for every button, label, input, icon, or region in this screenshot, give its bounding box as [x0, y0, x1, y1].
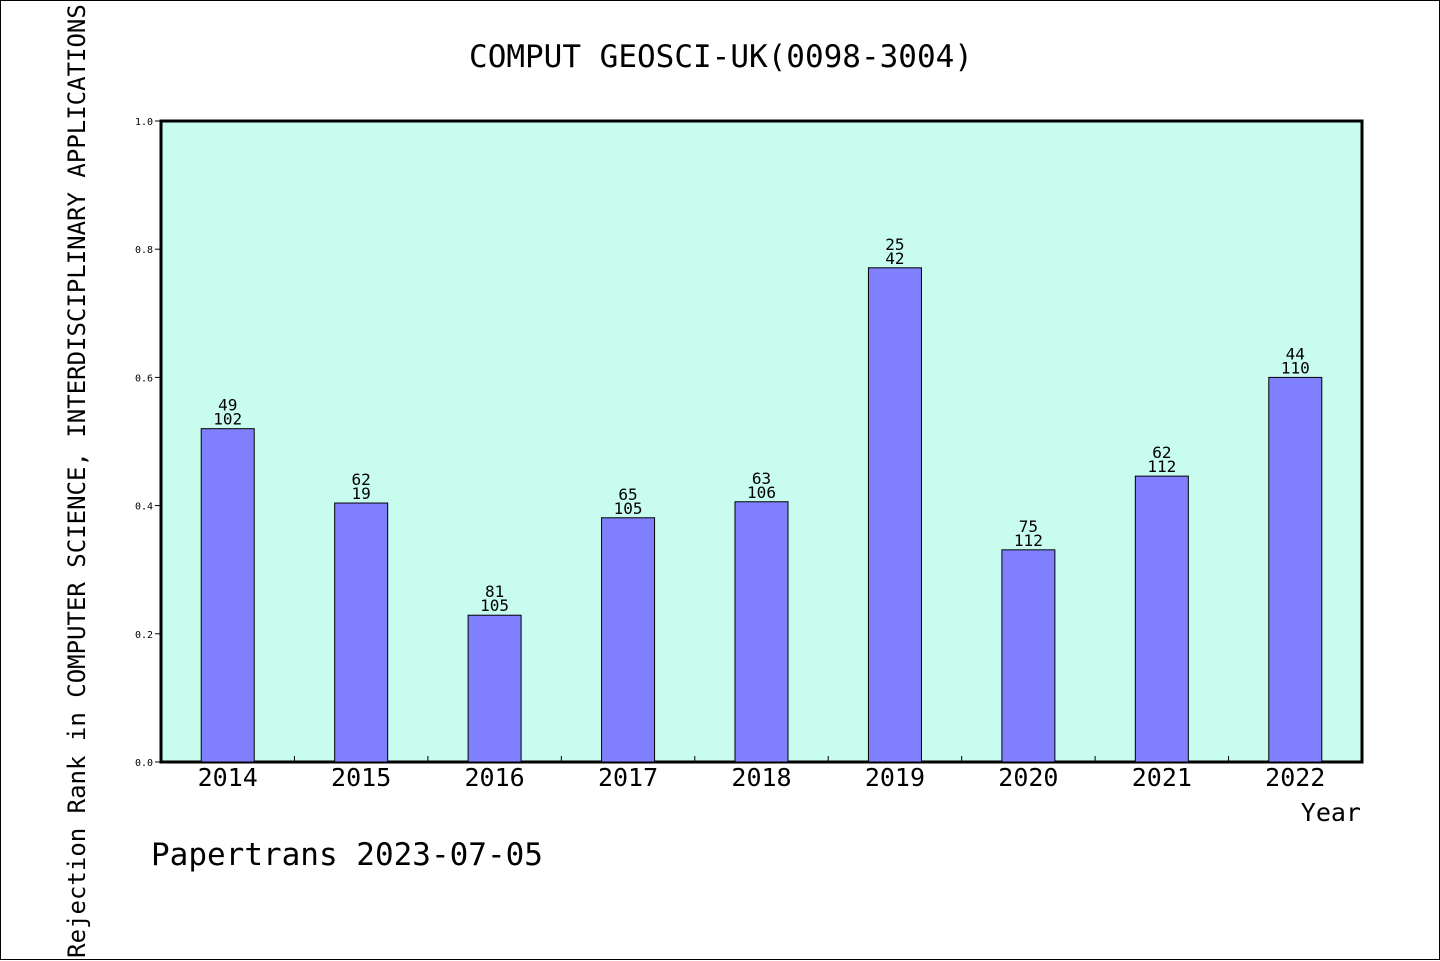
bar-label-top: 75 — [1019, 517, 1038, 536]
bar-label-bottom: 105 — [614, 499, 643, 518]
x-axis-ticks: 2014 2015 2016 2017 2018 2019 2020 2021 2022 — [198, 756, 1325, 792]
bar-label-top: 81 — [485, 582, 504, 601]
chart-title: COMPUT GEOSCI-UK(0098-3004) — [469, 39, 973, 75]
bar-2020 — [1001, 549, 1056, 763]
x-tick-label: 2019 — [865, 763, 925, 792]
bar-label-bottom: 42 — [885, 249, 904, 268]
x-tick-label: 2018 — [731, 763, 791, 792]
x-tick-label: 2014 — [198, 763, 258, 792]
y-tick-label: 0.4 — [135, 502, 153, 513]
x-tick-label: 2016 — [465, 763, 525, 792]
bar-label-top: 63 — [752, 469, 771, 488]
bar-label-bottom: 102 — [213, 410, 242, 429]
x-tick-label: 2021 — [1132, 763, 1192, 792]
bar-2014 — [200, 428, 255, 763]
y-tick-label: 0.8 — [135, 245, 153, 256]
y-tick-label: 0.2 — [135, 630, 153, 641]
bar-2016 — [467, 614, 522, 763]
bar-2022 — [1268, 376, 1323, 763]
footer-credit: Papertrans 2023-07-05 — [151, 837, 543, 873]
y-axis-ticks: 0.0 0.2 0.4 0.6 0.8 1.0 — [135, 117, 161, 769]
bars: 4910262198110565105631062542751126211244… — [200, 235, 1323, 763]
bar-2021 — [1134, 475, 1189, 763]
bar-label-bottom: 110 — [1281, 358, 1310, 377]
bar-label-bottom: 105 — [480, 596, 509, 615]
bar-label-top: 25 — [885, 235, 904, 254]
bar-label-bottom: 112 — [1014, 531, 1043, 550]
y-tick-label: 0.6 — [135, 373, 153, 384]
bar-label-top: 49 — [218, 396, 237, 415]
bar-label-bottom: 106 — [747, 483, 776, 502]
y-tick-label: 0.0 — [135, 758, 153, 769]
x-tick-label: 2022 — [1265, 763, 1325, 792]
bar-label-bottom: 112 — [1147, 457, 1176, 476]
bar-label-top: 62 — [1152, 443, 1171, 462]
y-axis-label: Rejection Rank in COMPUTER SCIENCE, INTE… — [63, 4, 91, 958]
x-axis-label: Year — [1301, 798, 1361, 827]
x-tick-label: 2017 — [598, 763, 658, 792]
bar-label-top: 44 — [1286, 344, 1305, 363]
x-tick-label: 2020 — [998, 763, 1058, 792]
bar-2015 — [334, 502, 389, 763]
bar-2017 — [601, 517, 656, 763]
bar-2019 — [867, 267, 922, 763]
y-tick-label: 1.0 — [135, 117, 153, 128]
bar-2018 — [734, 501, 789, 763]
bar-label-bottom: 19 — [352, 484, 371, 503]
bar-label-top: 65 — [618, 485, 637, 504]
bar-label-top: 62 — [352, 470, 371, 489]
x-tick-label: 2015 — [331, 763, 391, 792]
